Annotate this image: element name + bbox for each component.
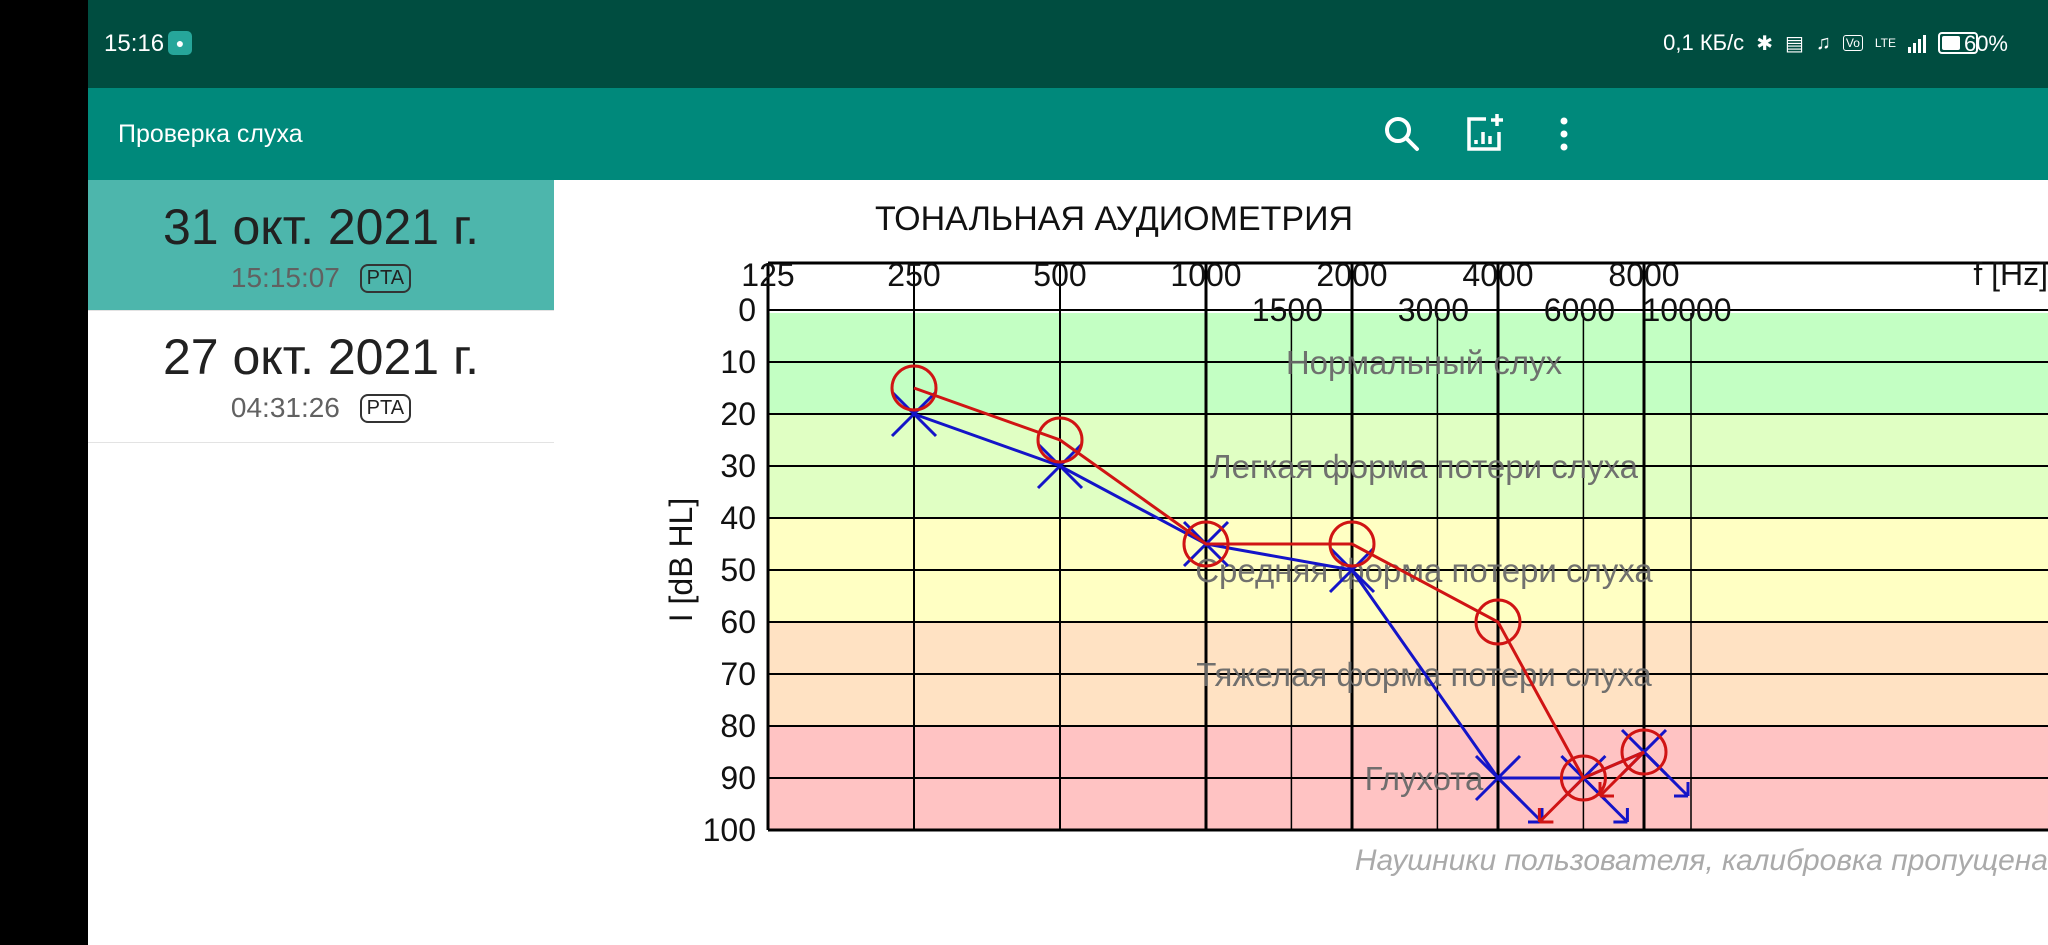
y-tick-label: 70 bbox=[720, 656, 756, 692]
chart-title: ТОНАЛЬНАЯ АУДИОМЕТРИЯ bbox=[875, 200, 1353, 238]
more-vert-icon[interactable] bbox=[1540, 110, 1588, 158]
pta-badge: PTA bbox=[359, 264, 412, 293]
y-tick-label: 20 bbox=[720, 396, 756, 432]
data-point bbox=[1598, 728, 1668, 798]
water-drop-icon: ● bbox=[168, 31, 192, 55]
y-tick-label: 40 bbox=[720, 500, 756, 536]
x-axis-title: f [Hz] bbox=[1973, 256, 2048, 292]
data-point bbox=[1036, 416, 1084, 464]
network-speed: 0,1 КБ/с bbox=[1663, 30, 1745, 55]
add-chart-icon[interactable] bbox=[1460, 110, 1508, 158]
data-point bbox=[1328, 546, 1376, 594]
session-date: 27 окт. 2021 г. bbox=[162, 329, 480, 385]
session-item[interactable]: 31 окт. 2021 г. 15:15:07 PTA bbox=[88, 180, 554, 311]
data-point bbox=[1182, 520, 1230, 568]
status-icons: 0,1 КБ/с ✱ ▤ ♫ Vo LTE bbox=[1663, 30, 1978, 56]
x-tick-label: 4000 bbox=[1462, 257, 1533, 293]
x-tick-label: 250 bbox=[887, 257, 940, 293]
y-axis-title: I [dB HL] bbox=[663, 498, 699, 623]
x-tick-label: 2000 bbox=[1316, 257, 1387, 293]
session-date: 31 окт. 2021 г. bbox=[162, 199, 480, 255]
volte-icon: Vo bbox=[1842, 35, 1863, 51]
zone-label: Нормальный слух bbox=[1286, 344, 1563, 381]
y-tick-label: 0 bbox=[738, 292, 756, 328]
x-tick-label: 125 bbox=[741, 257, 794, 293]
zone-label: Глухота bbox=[1365, 760, 1484, 797]
session-item[interactable]: 27 окт. 2021 г. 04:31:26 PTA bbox=[88, 310, 554, 443]
x-tick-label: 6000 bbox=[1544, 292, 1615, 328]
frequency-band bbox=[768, 263, 2048, 313]
page-title: Проверка слуха bbox=[118, 120, 303, 148]
battery-icon bbox=[1938, 32, 1978, 54]
app-bar: Проверка слуха bbox=[88, 88, 2048, 180]
zone-label: Легкая форма потери слуха bbox=[1210, 448, 1639, 485]
bluetooth-icon: ✱ bbox=[1756, 32, 1773, 55]
y-tick-label: 90 bbox=[720, 760, 756, 796]
lte-label: LTE bbox=[1874, 36, 1896, 50]
vibrate-icon: ▤ bbox=[1784, 32, 1804, 55]
search-icon[interactable] bbox=[1378, 110, 1426, 158]
x-tick-label: 1500 bbox=[1252, 292, 1323, 328]
status-time: 15:16 bbox=[104, 30, 165, 57]
session-time: 04:31:26 bbox=[230, 392, 340, 423]
y-tick-label: 10 bbox=[720, 344, 756, 380]
x-tick-label: 3000 bbox=[1398, 292, 1469, 328]
y-tick-label: 100 bbox=[703, 812, 756, 848]
pta-badge: PTA bbox=[359, 394, 412, 423]
x-tick-label: 10000 bbox=[1643, 292, 1732, 328]
mute-icon: ♫ bbox=[1815, 31, 1831, 54]
data-point bbox=[1474, 598, 1522, 646]
status-bar: 15:16 ● 0,1 КБ/с ✱ ▤ ♫ Vo LTE 60% bbox=[88, 0, 2048, 88]
signal-icon bbox=[1908, 33, 1926, 53]
data-point bbox=[890, 390, 938, 438]
data-point bbox=[1537, 754, 1607, 824]
session-list: 31 окт. 2021 г. 15:15:07 PTA 27 окт. 202… bbox=[88, 180, 554, 945]
session-time: 15:15:07 bbox=[230, 262, 340, 293]
y-tick-label: 30 bbox=[720, 448, 756, 484]
data-point bbox=[1474, 754, 1544, 824]
x-tick-label: 1000 bbox=[1170, 257, 1241, 293]
y-tick-label: 80 bbox=[720, 708, 756, 744]
y-tick-label: 60 bbox=[720, 604, 756, 640]
y-tick-label: 50 bbox=[720, 552, 756, 588]
chart-footnote: Наушники пользователя, калибровка пропущ… bbox=[1355, 844, 2048, 877]
data-point bbox=[890, 364, 938, 412]
battery-level: 60% bbox=[1963, 31, 2008, 56]
x-tick-label: 8000 bbox=[1608, 257, 1679, 293]
audiogram-chart: Нормальный слух Легкая форма потери слуха… bbox=[663, 200, 2048, 877]
data-point bbox=[1328, 520, 1376, 568]
app-window: 15:16 ● 0,1 КБ/с ✱ ▤ ♫ Vo LTE 60% Провер… bbox=[88, 0, 2048, 945]
x-tick-label: 500 bbox=[1033, 257, 1086, 293]
audiogram-panel: Нормальный слух Легкая форма потери слуха… bbox=[554, 180, 2048, 945]
